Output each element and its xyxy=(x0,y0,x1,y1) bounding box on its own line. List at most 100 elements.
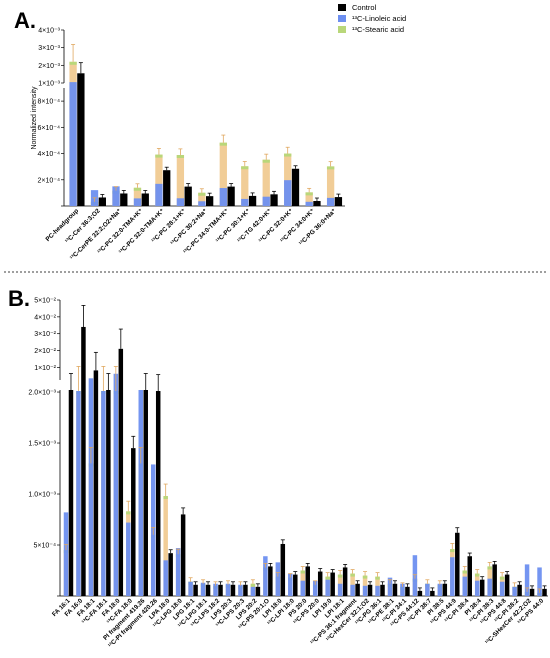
bar-control xyxy=(141,193,149,206)
bar-stearic-cap xyxy=(305,192,313,196)
bar-linoleic xyxy=(312,580,318,596)
bar-control xyxy=(517,584,522,596)
bar-control xyxy=(193,584,198,596)
bar-control xyxy=(98,197,106,206)
bar-linoleic xyxy=(213,583,218,596)
bar-control xyxy=(93,370,99,596)
bar-control xyxy=(268,566,273,596)
bar-control xyxy=(380,584,385,596)
bar-linoleic xyxy=(275,562,281,596)
y-tick-label: 1.5×10⁻³ xyxy=(28,441,56,448)
bar-linoleic xyxy=(400,583,405,596)
bar-linoleic xyxy=(126,522,131,596)
bar-stearic-cap xyxy=(69,61,77,65)
bar-linoleic xyxy=(524,564,530,596)
bar-linoleic xyxy=(284,180,292,206)
y-tick-label: 3×10⁻³ xyxy=(38,45,60,52)
bar-control xyxy=(106,390,111,596)
bar-linoleic xyxy=(375,585,380,596)
bar-stearic-cap xyxy=(350,573,355,577)
y-tick-label: 4×10⁻² xyxy=(34,314,56,321)
chart-panel-a: 2×10⁻⁴ 4×10⁻⁴ 6×10⁻⁴ 8×10⁻⁴ 1×10⁻³ 2×10⁻³ 3×10… xyxy=(31,28,345,262)
bar-control xyxy=(248,195,257,206)
bar-linoleic xyxy=(188,581,193,596)
bar-linoleic xyxy=(487,578,492,596)
bar-stearic-cap xyxy=(155,154,163,158)
bar-stearic-cap xyxy=(326,166,335,170)
y-tick-label: 8×10⁻⁴ xyxy=(38,99,60,106)
bar-control xyxy=(206,196,214,206)
bar-control xyxy=(467,556,472,596)
panel-a-label: A. xyxy=(14,8,36,33)
bar-linoleic xyxy=(88,378,94,596)
bar-linoleic xyxy=(499,581,505,596)
bar-stearic-cap xyxy=(362,575,368,579)
bar-stearic-cap xyxy=(337,574,343,578)
legend: Control ¹³C-Linoleic acid ¹³C-Stearic ac… xyxy=(338,3,406,34)
bar-control xyxy=(227,186,235,206)
bar-control xyxy=(442,583,448,596)
bar-stearic-cap xyxy=(176,154,185,158)
bar-control xyxy=(270,194,278,206)
bar-control xyxy=(405,586,410,596)
bar-stearic xyxy=(262,159,270,206)
bar-control xyxy=(492,564,497,596)
y-tick-label: 1×10⁻² xyxy=(34,365,56,372)
bar-linoleic xyxy=(337,583,343,596)
bar-control xyxy=(330,572,335,596)
legend-swatch-control xyxy=(338,4,346,11)
bar-stearic-cap xyxy=(375,576,380,580)
bar-stearic-cap xyxy=(250,583,256,587)
bar-control xyxy=(342,567,348,596)
bar-control xyxy=(255,586,261,596)
bar-stearic xyxy=(176,154,185,206)
y-tick-label: 2×10⁻² xyxy=(34,348,56,355)
bar-stearic-cap xyxy=(163,496,168,500)
y-tick-label: 4×10⁻³ xyxy=(38,28,60,35)
bar-linoleic xyxy=(326,197,335,206)
bar-linoleic xyxy=(200,582,206,596)
bar-control xyxy=(180,514,186,596)
bar-stearic-cap xyxy=(450,549,455,553)
bar-control xyxy=(143,390,148,596)
bar-control xyxy=(68,390,74,596)
bar-stearic-cap xyxy=(284,153,292,157)
bar-stearic-cap xyxy=(262,159,270,163)
bar-stearic-cap xyxy=(133,187,142,191)
bar-stearic xyxy=(326,166,335,206)
bar-control xyxy=(243,584,248,596)
bar-stearic xyxy=(163,496,168,596)
bar-control xyxy=(280,543,286,596)
bar-control xyxy=(205,584,211,596)
bar-linoleic xyxy=(76,391,81,596)
bar-linoleic xyxy=(362,585,368,596)
bar-linoleic xyxy=(69,82,77,206)
bar-linoleic xyxy=(263,556,268,596)
bar-control xyxy=(77,73,85,207)
bar-linoleic xyxy=(474,580,480,596)
bar-stearic xyxy=(133,187,142,206)
bar-linoleic xyxy=(387,577,393,596)
bar-control xyxy=(305,566,310,596)
y-tick-label: 2.0×10⁻³ xyxy=(28,390,56,397)
bar-control xyxy=(293,574,298,596)
y-axis-title: Normalized intensity xyxy=(31,86,38,150)
bar-linoleic xyxy=(512,586,517,596)
bar-linoleic xyxy=(262,196,270,206)
bar-stearic xyxy=(241,166,249,206)
bar-stearic-cap xyxy=(487,566,492,570)
bar-linoleic xyxy=(112,186,120,206)
y-tick-label: 2×10⁻⁴ xyxy=(38,177,60,184)
bar-control xyxy=(155,391,161,596)
bar-stearic-cap xyxy=(241,166,249,170)
bar-control xyxy=(355,583,360,596)
bar-control xyxy=(163,170,171,206)
bar-control xyxy=(417,590,423,596)
bar-stearic xyxy=(155,154,163,206)
bar-control xyxy=(392,583,398,596)
bar-linoleic xyxy=(113,373,119,596)
bar-linoleic xyxy=(325,579,330,596)
bar-stearic xyxy=(198,192,206,206)
bar-linoleic xyxy=(176,198,185,206)
